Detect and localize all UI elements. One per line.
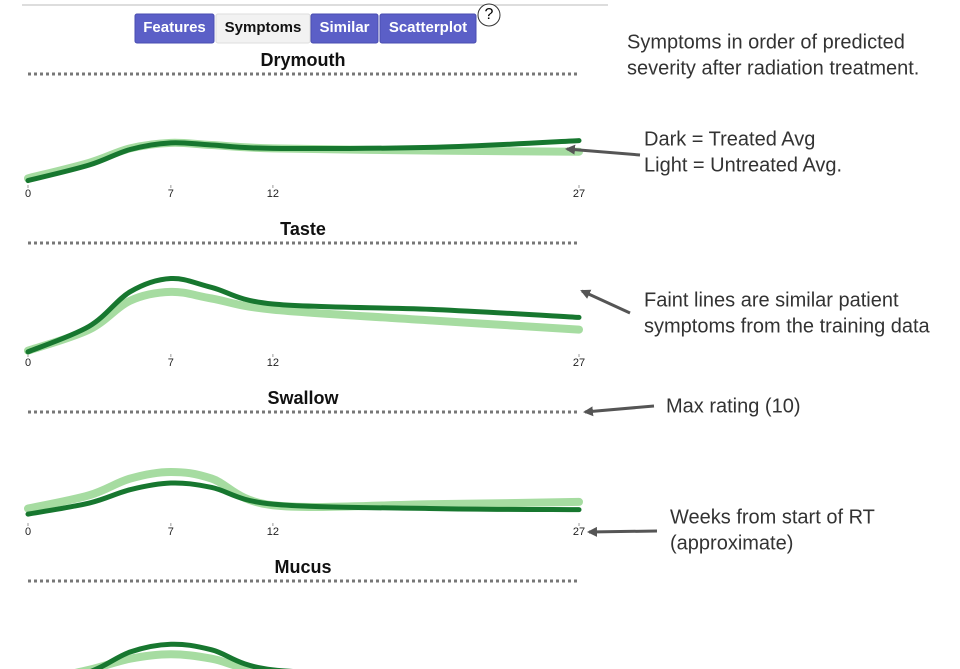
series-line (25, 138, 582, 184)
tab-label[interactable]: Scatterplot (389, 19, 467, 36)
tab[interactable] (134, 13, 215, 44)
series-line (25, 276, 582, 355)
annotation: Symptoms in order of predicted (627, 31, 905, 53)
x-tick-label: 7 (168, 526, 174, 538)
tab[interactable] (310, 13, 379, 44)
chart-title: Drymouth (261, 50, 346, 70)
x-tick-label: 12 (267, 357, 279, 369)
arrow (565, 144, 641, 157)
tab-bar: Features Symptoms Similar Scatterplot (134, 13, 477, 44)
tab[interactable] (215, 13, 311, 44)
series-line (25, 480, 582, 517)
x-tick-label: 0 (25, 357, 31, 369)
help-button[interactable] (477, 3, 501, 27)
annotation: Faint lines are similar patient (644, 289, 899, 311)
x-tick-label: 12 (267, 188, 279, 200)
annotation: Dark = Treated Avg (644, 128, 815, 150)
help-label[interactable]: ? (485, 6, 494, 23)
chart-title: Swallow (267, 388, 339, 408)
annotation: Max rating (10) (666, 395, 801, 417)
x-tick-label: 27 (573, 357, 585, 369)
x-tick-label: 7 (168, 188, 174, 200)
x-tick-label: 12 (267, 526, 279, 538)
annotation: Weeks from start of RT (670, 506, 875, 528)
annotation: severity after radiation treatment. (627, 57, 919, 79)
series-line (90, 641, 293, 669)
series-line (24, 467, 583, 513)
series-line (24, 287, 583, 355)
line-chart: Swallow 0 7 12 27 (24, 388, 585, 538)
arrow (580, 289, 631, 315)
annotations: Symptoms in order of predicted severity a… (627, 31, 931, 554)
arrow (587, 526, 658, 537)
arrow (583, 404, 655, 417)
chart-title: Taste (280, 219, 326, 239)
annotation: Light = Untreated Avg. (644, 154, 842, 176)
x-tick-label: 0 (25, 188, 31, 200)
line-chart: Taste 0 7 12 27 (24, 219, 585, 369)
x-tick-label: 0 (25, 526, 31, 538)
annotation: (approximate) (670, 532, 793, 554)
arrows (565, 144, 658, 537)
tab-label[interactable]: Symptoms (225, 19, 302, 36)
tab-label[interactable]: Similar (319, 19, 369, 36)
line-chart: Mucus071227 (28, 557, 579, 669)
x-tick-label: 27 (573, 526, 585, 538)
annotation: symptoms from the training data (644, 315, 931, 337)
x-tick-label: 7 (168, 357, 174, 369)
x-tick-label: 27 (573, 188, 585, 200)
chart-title: Mucus (274, 557, 331, 577)
charts: Drymouth 0 7 12 27 Taste 0 7 12 27 Swallow 0 7 12 27 Mu… (24, 50, 585, 669)
tab-label[interactable]: Features (143, 19, 206, 36)
tab[interactable] (379, 13, 477, 44)
line-chart: Drymouth 0 7 12 27 (24, 50, 585, 200)
